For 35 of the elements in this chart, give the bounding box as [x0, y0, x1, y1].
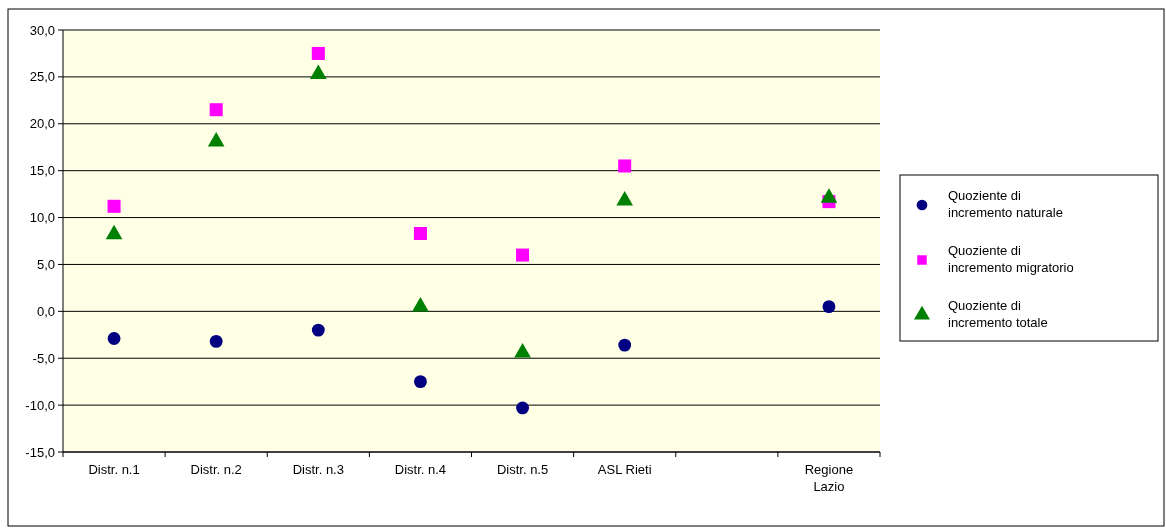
y-tick-label: 0,0 [36, 303, 55, 319]
point [618, 159, 632, 173]
x-tick-label: ASL Rieti [597, 462, 652, 477]
point [414, 375, 427, 389]
y-tick-label: 5,0 [36, 256, 55, 272]
point [209, 103, 223, 117]
x-tick-label: Distr. n.1 [88, 462, 140, 477]
legend-label: Quoziente di incremento totale [948, 298, 1048, 330]
x-tick-label: Regione Lazio [804, 462, 854, 494]
y-tick-label: 10,0 [29, 210, 55, 226]
y-tick-label: -10,0 [25, 397, 55, 413]
y-tick-label: -15,0 [25, 444, 55, 460]
x-tick-label: Distr. n.3 [292, 462, 344, 477]
y-tick-label: 20,0 [29, 116, 55, 132]
point [618, 338, 632, 352]
point [107, 199, 121, 213]
legend-label: Quoziente di incremento migratorio [948, 243, 1074, 275]
x-tick-label: Distr. n.4 [394, 462, 447, 477]
y-tick-label: 30,0 [29, 22, 55, 38]
y-tick-label: 25,0 [29, 69, 55, 85]
legend-label: Quoziente di incremento naturale [948, 188, 1063, 220]
point [311, 46, 325, 60]
y-tick-label: -5,0 [32, 350, 55, 366]
point [107, 332, 121, 345]
point [209, 334, 223, 348]
point [311, 323, 325, 337]
x-tick-label: Distr. n.2 [190, 462, 242, 477]
point [516, 248, 530, 262]
point [413, 226, 427, 241]
point [516, 401, 529, 415]
point [822, 300, 836, 314]
point [616, 191, 634, 206]
y-tick-label: 15,0 [29, 163, 55, 179]
point [412, 297, 429, 312]
x-tick-label: Distr. n.5 [496, 462, 549, 477]
